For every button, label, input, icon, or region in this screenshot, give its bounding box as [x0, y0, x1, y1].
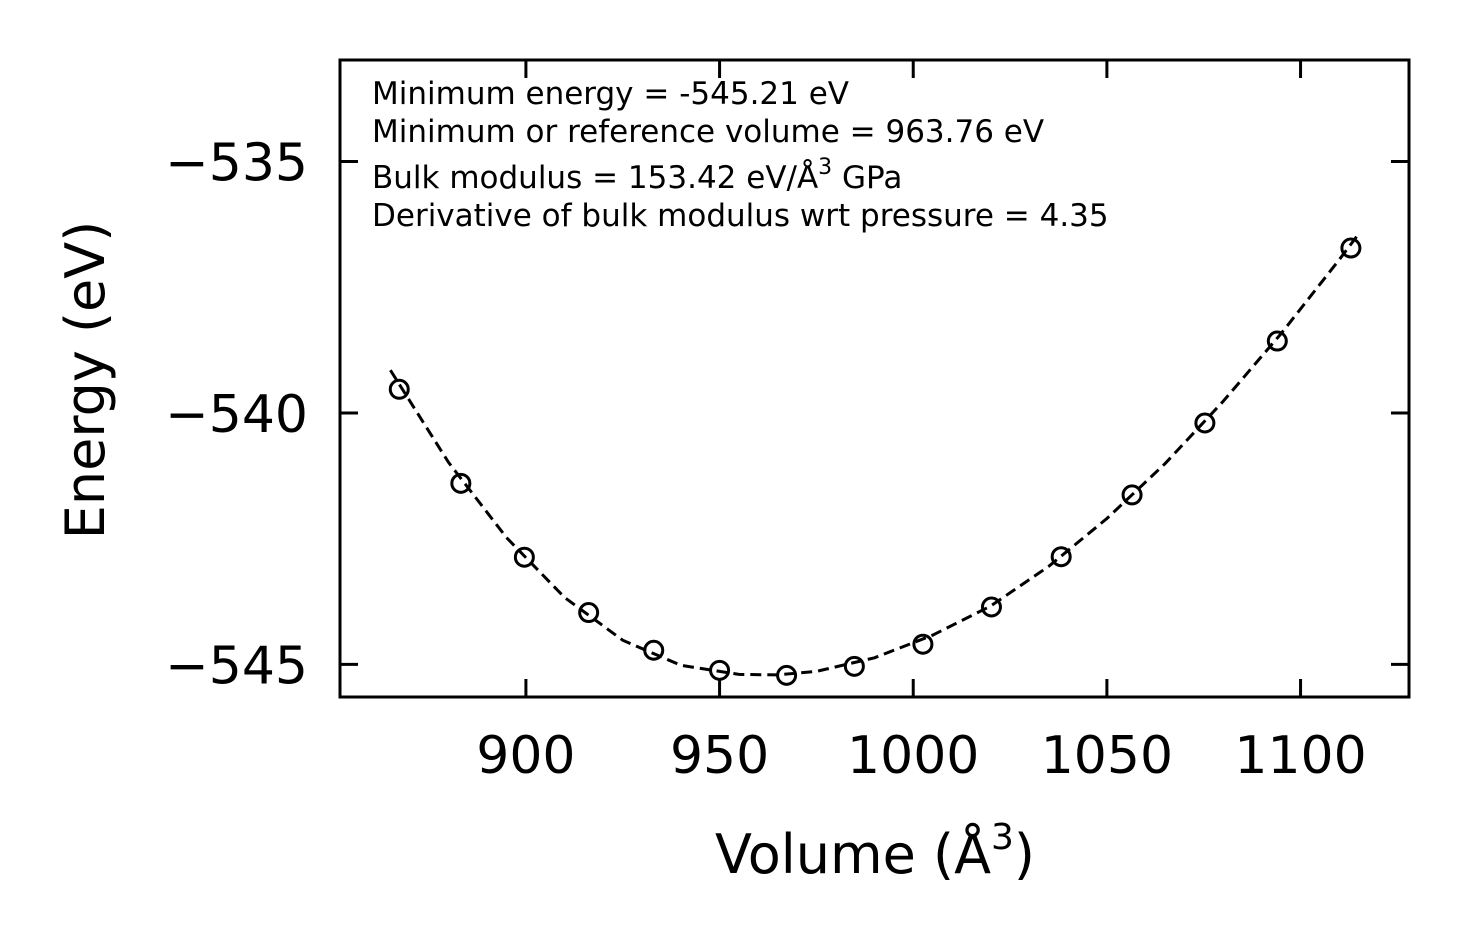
plot-frame: [338, 58, 1411, 699]
x-tick-label: 1050: [1041, 726, 1173, 786]
data-point: [643, 639, 665, 661]
x-tick-label: 1100: [1234, 726, 1366, 786]
data-point: [578, 602, 600, 624]
annotation-bulk-modulus-sup: 3: [818, 155, 832, 180]
annotation-bulk-modulus-main: Bulk modulus = 153.42 eV/Å: [372, 160, 818, 196]
annotation-bulk-modulus-unit: GPa: [832, 160, 902, 196]
data-points-layer: [388, 237, 1362, 686]
fit-curve-layer: [389, 233, 1360, 677]
y-tick-label: −540: [165, 385, 308, 445]
data-point: [1050, 546, 1072, 568]
annotation-min-energy: Minimum energy = -545.21 eV: [372, 76, 849, 112]
annotation-bulk-modulus: Bulk modulus = 153.42 eV/Å3 GPa: [372, 155, 902, 196]
data-point: [1340, 237, 1362, 259]
data-point: [912, 633, 934, 655]
y-tick-label: −535: [165, 134, 308, 194]
data-point: [513, 546, 535, 568]
x-axis-label-end: ): [1014, 823, 1035, 886]
data-point: [1266, 330, 1288, 352]
data-point: [776, 664, 798, 686]
data-point: [980, 596, 1002, 618]
x-axis-label: Volume (Å3): [715, 817, 1035, 886]
fit-curve: [389, 233, 1360, 677]
annotation-bulk-modulus-derivative: Derivative of bulk modulus wrt pressure …: [372, 198, 1109, 234]
x-axis-label-main: Volume (Å: [715, 822, 991, 886]
x-axis-label-sup: 3: [991, 817, 1014, 858]
data-point: [450, 472, 472, 494]
data-point: [388, 378, 410, 400]
x-tick-label: 1000: [847, 726, 979, 786]
data-point: [843, 655, 865, 677]
data-point: [1121, 484, 1143, 506]
x-tick-label: 950: [670, 726, 769, 786]
annotation-min-volume: Minimum or reference volume = 963.76 eV: [372, 114, 1044, 150]
y-tick-label: −545: [165, 636, 308, 696]
y-axis-label: Energy (eV): [54, 221, 117, 540]
x-tick-label: 900: [476, 726, 575, 786]
ticks-layer: 900 950 1000 1050 1100 −535 −540 −545: [165, 60, 1409, 786]
data-point: [1194, 412, 1216, 434]
